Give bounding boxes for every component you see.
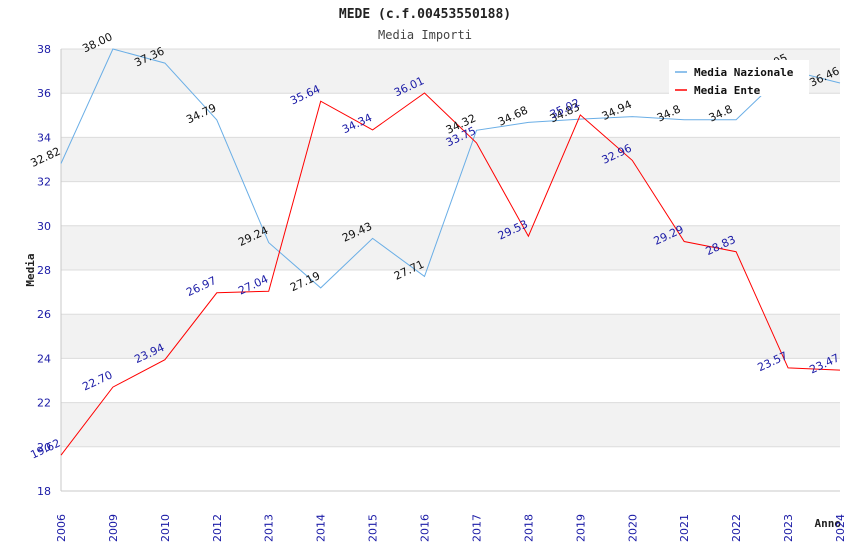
- x-tick-label: 2018: [522, 514, 535, 542]
- data-label-nazionale: 27.19: [288, 269, 322, 294]
- y-axis-ticks: 18 20 22 24 26 28 30 32 34 36 38: [37, 43, 51, 498]
- legend: Media Nazionale Media Ente: [669, 60, 809, 97]
- y-tick-label: 22: [37, 397, 51, 410]
- series-layer: [60, 48, 841, 456]
- data-label-nazionale: 34.8: [707, 102, 735, 124]
- y-tick-label: 28: [37, 264, 51, 277]
- data-label-ente: 22.70: [80, 368, 114, 393]
- x-axis-ticks: 2006 2009 2010 2012 2013 2014 2015 2016 2017 2018…: [55, 514, 847, 542]
- x-tick-label: 2020: [626, 514, 639, 542]
- y-tick-label: 24: [37, 352, 51, 365]
- plot-band: [61, 225, 840, 270]
- data-label-nazionale: 34.8: [655, 102, 683, 124]
- y-tick-label: 18: [37, 485, 51, 498]
- data-label-ente: 27.04: [236, 272, 270, 297]
- x-tick-label: 2013: [263, 514, 276, 542]
- x-tick-label: 2009: [107, 514, 120, 542]
- gridlines: [61, 48, 840, 492]
- plot-band: [61, 137, 840, 182]
- data-label-nazionale: 32.82: [28, 145, 62, 170]
- x-tick-label: 2023: [782, 514, 795, 542]
- x-tick-label: 2022: [730, 514, 743, 542]
- x-tick-label: 2014: [315, 514, 328, 542]
- x-axis-title: Anno: [815, 517, 842, 530]
- x-tick-label: 2012: [211, 514, 224, 542]
- plot-background-bands: [61, 49, 840, 447]
- series-line-media-nazionale: [60, 48, 841, 289]
- y-tick-label: 32: [37, 176, 51, 189]
- chart-subtitle: Media Importi: [378, 28, 472, 42]
- y-tick-label: 26: [37, 308, 51, 321]
- y-tick-label: 36: [37, 87, 51, 100]
- y-tick-label: 34: [37, 131, 51, 144]
- x-tick-label: 2017: [470, 514, 483, 542]
- legend-label-ente: Media Ente: [694, 84, 761, 97]
- x-tick-label: 2015: [367, 514, 380, 542]
- data-label-nazionale: 34.94: [600, 98, 634, 123]
- y-tick-label: 30: [37, 220, 51, 233]
- data-label-ente: 26.97: [184, 274, 218, 299]
- chart-title: MEDE (c.f.00453550188): [339, 7, 511, 22]
- plot-band: [61, 314, 840, 359]
- x-tick-label: 2010: [159, 514, 172, 542]
- legend-label-nazionale: Media Nazionale: [694, 66, 794, 79]
- plot-band: [61, 402, 840, 447]
- x-tick-label: 2006: [55, 514, 68, 542]
- legend-box: [669, 60, 809, 96]
- y-axis-title: Media: [24, 253, 37, 286]
- x-tick-label: 2016: [419, 514, 432, 542]
- y-tick-label: 20: [37, 441, 51, 454]
- y-tick-label: 38: [37, 43, 51, 56]
- x-tick-label: 2024: [834, 514, 847, 542]
- data-label-nazionale: 34.79: [184, 101, 218, 126]
- series-line-media-ente: [60, 92, 841, 456]
- x-tick-label: 2021: [678, 514, 691, 542]
- x-tick-label: 2019: [574, 514, 587, 542]
